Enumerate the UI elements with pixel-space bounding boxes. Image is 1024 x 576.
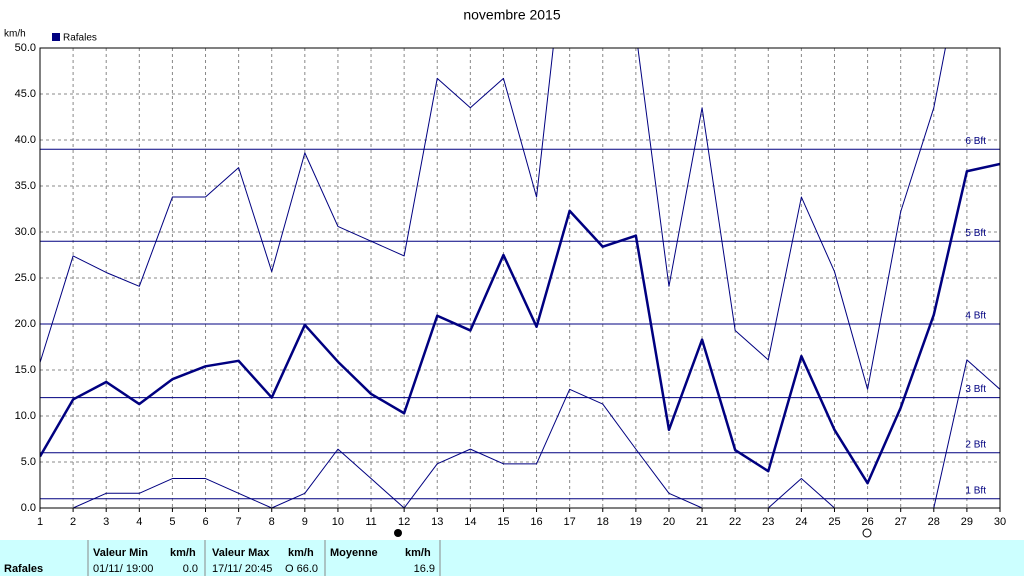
reference-label: 4 Bft: [965, 311, 986, 322]
y-tick-label: 40.0: [15, 134, 36, 146]
reference-label: 6 Bft: [965, 136, 986, 147]
reference-label: 5 Bft: [965, 228, 986, 239]
moon-icon: [862, 528, 872, 538]
y-tick-label: 0.0: [21, 502, 36, 514]
cell: O 66.0: [285, 563, 318, 575]
row-name: Rafales: [4, 563, 43, 575]
y-tick-label: 50.0: [15, 42, 36, 54]
reference-label: 2 Bft: [965, 439, 986, 450]
series-line: [40, 162, 1000, 485]
y-tick-label: 25.0: [15, 272, 36, 284]
y-tick-label: 35.0: [15, 180, 36, 192]
x-tick-label: 19: [630, 516, 642, 528]
x-tick-label: 12: [398, 516, 410, 528]
cell: 01/11/ 19:00: [93, 563, 153, 575]
x-tick-label: 18: [597, 516, 609, 528]
y-tick-label: 10.0: [15, 410, 36, 422]
summary-bg: [0, 540, 1024, 576]
x-tick-label: 3: [103, 516, 109, 528]
y-unit: km/h: [4, 29, 26, 40]
x-tick-label: 25: [828, 516, 840, 528]
x-tick-label: 2: [70, 516, 76, 528]
x-tick-label: 1: [37, 516, 43, 528]
legend-swatch: [52, 33, 60, 41]
series-line: [40, 48, 946, 390]
plot-frame: [39, 47, 1001, 509]
x-tick-label: 4: [136, 516, 142, 528]
x-tick-label: 16: [530, 516, 542, 528]
legend-label: Rafales: [63, 33, 97, 44]
x-tick-label: 29: [961, 516, 973, 528]
moon-icon: [394, 529, 402, 537]
x-tick-label: 28: [928, 516, 940, 528]
x-tick-label: 5: [169, 516, 175, 528]
x-tick-label: 23: [762, 516, 774, 528]
x-tick-label: 27: [895, 516, 907, 528]
y-tick-label: 30.0: [15, 226, 36, 238]
x-tick-label: 24: [795, 516, 807, 528]
y-tick-label: 15.0: [15, 364, 36, 376]
x-tick-label: 13: [431, 516, 443, 528]
cell: 16.9: [414, 563, 435, 575]
header: Valeur Max: [212, 547, 270, 559]
header: km/h: [170, 547, 196, 559]
header: km/h: [288, 547, 314, 559]
x-tick-label: 10: [332, 516, 344, 528]
x-tick-label: 15: [497, 516, 509, 528]
header: km/h: [405, 547, 431, 559]
x-tick-label: 30: [994, 516, 1006, 528]
x-tick-label: 9: [302, 516, 308, 528]
cell: 0.0: [183, 563, 198, 575]
x-tick-label: 11: [365, 516, 376, 528]
y-tick-label: 5.0: [21, 456, 36, 468]
x-tick-label: 21: [696, 516, 708, 528]
summary: Valeur Min km/h Valeur Max km/h Moyenne …: [0, 540, 1024, 576]
x-tick-label: 7: [236, 516, 242, 528]
series-line: [40, 359, 1000, 508]
chart-title: novembre 2015: [463, 7, 561, 23]
x-tick-label: 22: [729, 516, 741, 528]
x-tick-label: 17: [564, 516, 576, 528]
x-tick-label: 14: [464, 516, 476, 528]
x-tick-label: 20: [663, 516, 675, 528]
x-tick-label: 6: [202, 516, 208, 528]
x-tick-label: 26: [861, 516, 873, 528]
reference-label: 1 Bft: [965, 485, 986, 496]
reference-label: 3 Bft: [965, 384, 986, 395]
y-tick-label: 20.0: [15, 318, 36, 330]
header: Moyenne: [330, 547, 378, 559]
x-tick-label: 8: [269, 516, 275, 528]
header: Valeur Min: [93, 547, 148, 559]
cell: 17/11/ 20:45: [212, 563, 272, 575]
y-tick-label: 45.0: [15, 88, 36, 100]
